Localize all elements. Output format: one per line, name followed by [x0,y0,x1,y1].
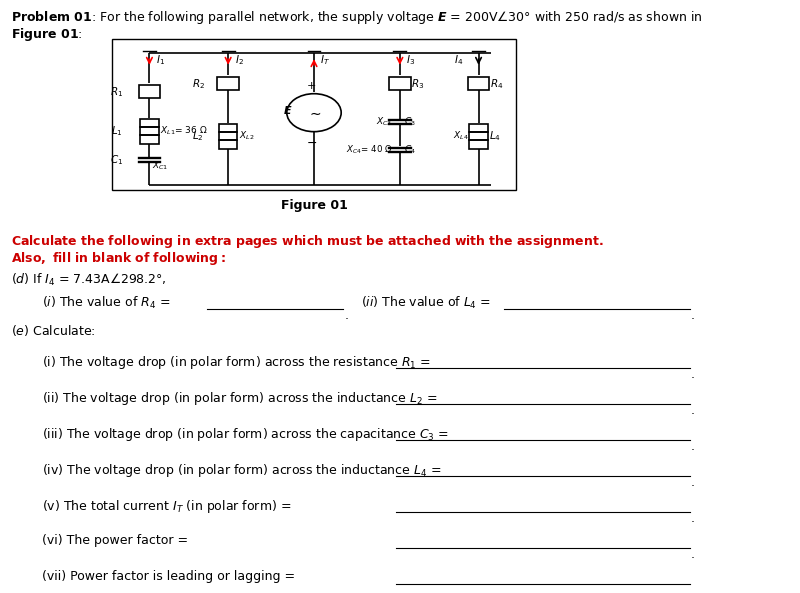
Text: $X_{L2}$: $X_{L2}$ [239,130,254,142]
Bar [468,78,490,90]
Bar [219,141,238,149]
Text: $\boldsymbol{E}$: $\boldsymbol{E}$ [283,104,293,116]
Text: $X_{C3}$: $X_{C3}$ [376,116,393,128]
Bar [219,124,238,132]
Text: $(ii)$ The value of $L_4$ =: $(ii)$ The value of $L_4$ = [361,295,492,311]
Text: $L_4$: $L_4$ [490,129,502,143]
Bar [218,78,239,90]
Text: (iv) The voltage drop (in polar form) across the inductance $L_4$ =: (iv) The voltage drop (in polar form) ac… [42,463,443,479]
Text: $R_2$: $R_2$ [191,77,205,91]
Text: $X_{L4}$: $X_{L4}$ [453,130,469,142]
Text: (i) The voltage drop (in polar form) across the resistance $R_1$ =: (i) The voltage drop (in polar form) acr… [42,355,432,371]
Text: $\sim$: $\sim$ [306,106,322,120]
Bar [112,39,516,190]
Text: .: . [691,368,695,381]
Text: $X_{L1}$= 36 $\Omega$: $X_{L1}$= 36 $\Omega$ [160,125,208,138]
Text: .: . [691,441,695,454]
Text: .: . [691,549,695,562]
Text: .: . [691,476,695,489]
Text: .: . [691,584,695,593]
Text: $I_2$: $I_2$ [234,53,243,67]
Text: $C_3$: $C_3$ [404,116,416,128]
Text: $X_{C1}$: $X_{C1}$ [152,160,169,172]
Text: +: + [307,81,317,91]
Bar [140,127,158,135]
Text: $X_{C4}$= 40 $\Omega$: $X_{C4}$= 40 $\Omega$ [346,144,393,156]
Text: $(d)$ If $I_4$ = 7.43A$\angle$298.2°,: $(d)$ If $I_4$ = 7.43A$\angle$298.2°, [11,272,166,288]
Text: .: . [691,512,695,525]
Text: $I_3$: $I_3$ [406,53,415,67]
Text: (vii) Power factor is leading or lagging =: (vii) Power factor is leading or lagging… [42,570,299,584]
Text: $I_T$: $I_T$ [321,53,330,67]
Text: .: . [691,309,695,322]
Text: $C_4$: $C_4$ [404,144,416,156]
Bar [470,124,488,132]
Text: $(e)$ Calculate:: $(e)$ Calculate: [11,324,96,339]
Bar [138,85,160,98]
Bar [470,132,488,141]
Text: (vi) The power factor =: (vi) The power factor = [42,534,192,547]
Text: $L_1$: $L_1$ [110,125,122,138]
Text: (v) The total current $I_T$ (in polar form) =: (v) The total current $I_T$ (in polar fo… [42,498,293,515]
Text: $\bf{Problem\ 01}$: For the following parallel network, the supply voltage $\bol: $\bf{Problem\ 01}$: For the following pa… [11,9,703,26]
Bar [219,132,238,141]
Text: .: . [691,404,695,417]
Bar [140,135,158,144]
Text: $I_1$: $I_1$ [156,53,165,67]
Text: Figure 01: Figure 01 [281,199,347,212]
Bar [470,141,488,149]
Text: (iii) The voltage drop (in polar form) across the capacitance $C_3$ =: (iii) The voltage drop (in polar form) a… [42,426,450,444]
Text: $I_4$: $I_4$ [454,53,462,67]
Text: $C_1$: $C_1$ [110,153,123,167]
Text: $\bf{Calculate\ the\ following\ in\ extra\ pages\ which\ must\ be\ attached\ wit: $\bf{Calculate\ the\ following\ in\ extr… [11,232,604,250]
Text: $R_1$: $R_1$ [110,85,123,98]
Bar [140,119,158,127]
Text: $\bf{Figure\ 01}$:: $\bf{Figure\ 01}$: [11,25,83,43]
Text: .: . [345,309,349,322]
Text: $R_3$: $R_3$ [411,77,425,91]
Text: $(i)$ The value of $R_4$ =: $(i)$ The value of $R_4$ = [42,295,172,311]
Text: $L_2$: $L_2$ [192,129,204,143]
Text: (ii) The voltage drop (in polar form) across the inductance $L_2$ =: (ii) The voltage drop (in polar form) ac… [42,390,439,407]
Bar [389,78,410,90]
Text: $\bf{Also,\ fill\ in\ blank\ of\ following:}$: $\bf{Also,\ fill\ in\ blank\ of\ followi… [11,250,226,267]
Text: $R_4$: $R_4$ [490,77,503,91]
Text: −: − [306,136,317,149]
